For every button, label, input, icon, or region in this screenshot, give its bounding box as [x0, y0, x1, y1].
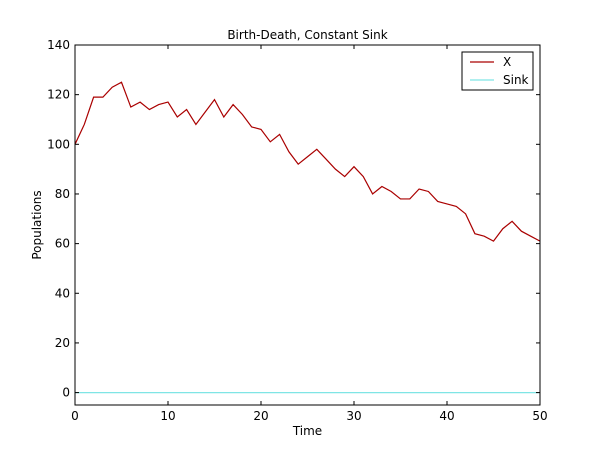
- series-line-x: [74, 81, 541, 242]
- legend: X Sink: [461, 51, 534, 91]
- x-tick-label: 10: [160, 409, 175, 423]
- y-tick-label: 60: [55, 237, 70, 251]
- y-tick-label: 140: [47, 38, 70, 52]
- x-axis-title: Time: [292, 424, 322, 438]
- legend-label-x: X: [503, 55, 511, 69]
- chart-title: Birth-Death, Constant Sink: [227, 28, 387, 42]
- y-tick-label: 80: [55, 187, 70, 201]
- y-tick-label: 20: [55, 336, 70, 350]
- x-tick-label: 0: [71, 409, 79, 423]
- y-axis-title: Populations: [30, 190, 44, 259]
- y-tick-label: 120: [47, 88, 70, 102]
- legend-label-sink: Sink: [503, 73, 529, 87]
- y-tick-label: 40: [55, 286, 70, 300]
- x-tick-label: 30: [346, 409, 361, 423]
- x-tick-label: 50: [532, 409, 547, 423]
- plot-frame: [74, 44, 541, 406]
- plot-area: [75, 45, 540, 405]
- x-tick-label: 20: [253, 409, 268, 423]
- legend-box: [461, 51, 534, 91]
- y-tick-label: 0: [62, 386, 70, 400]
- series-layer: [74, 81, 541, 394]
- x-tick-label: 40: [439, 409, 454, 423]
- y-tick-label: 100: [47, 137, 70, 151]
